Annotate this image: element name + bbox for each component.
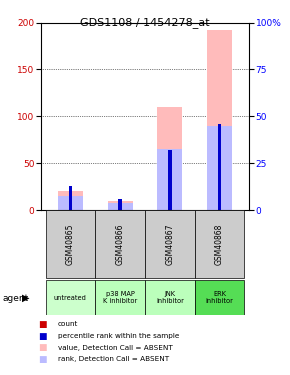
- Bar: [195, 210, 244, 278]
- Bar: [95, 210, 145, 278]
- Text: GSM40865: GSM40865: [66, 224, 75, 265]
- Text: ■: ■: [38, 320, 46, 329]
- Bar: [46, 210, 95, 278]
- Text: ■: ■: [38, 355, 46, 364]
- Bar: [58, 191, 83, 210]
- Bar: [157, 107, 182, 210]
- Bar: [118, 207, 122, 210]
- Text: GSM40866: GSM40866: [116, 224, 125, 265]
- Text: ▶: ▶: [22, 293, 29, 303]
- Text: untreated: untreated: [54, 295, 87, 301]
- Bar: [118, 199, 122, 210]
- Bar: [69, 206, 72, 210]
- Text: p38 MAP
K inhibitor: p38 MAP K inhibitor: [103, 291, 137, 304]
- Bar: [157, 149, 182, 210]
- Bar: [46, 280, 95, 315]
- Text: ■: ■: [38, 343, 46, 352]
- Text: GSM40868: GSM40868: [215, 224, 224, 265]
- Bar: [195, 280, 244, 315]
- Text: ■: ■: [38, 332, 46, 340]
- Text: percentile rank within the sample: percentile rank within the sample: [58, 333, 180, 339]
- Text: ERK
inhibitor: ERK inhibitor: [206, 291, 233, 304]
- Bar: [108, 201, 133, 210]
- Text: agent: agent: [3, 294, 29, 303]
- Text: GDS1108 / 1454278_at: GDS1108 / 1454278_at: [80, 17, 210, 28]
- Bar: [145, 210, 195, 278]
- Bar: [58, 196, 83, 210]
- Bar: [69, 186, 72, 210]
- Text: rank, Detection Call = ABSENT: rank, Detection Call = ABSENT: [58, 356, 169, 362]
- Text: value, Detection Call = ABSENT: value, Detection Call = ABSENT: [58, 345, 173, 351]
- Text: JNK
inhibitor: JNK inhibitor: [156, 291, 184, 304]
- Bar: [168, 150, 172, 210]
- Bar: [145, 280, 195, 315]
- Bar: [207, 30, 232, 210]
- Text: GSM40867: GSM40867: [165, 224, 174, 265]
- Bar: [168, 204, 172, 210]
- Text: count: count: [58, 321, 78, 327]
- Bar: [207, 126, 232, 210]
- Bar: [218, 124, 221, 210]
- Bar: [95, 280, 145, 315]
- Bar: [108, 202, 133, 210]
- Bar: [218, 203, 221, 210]
